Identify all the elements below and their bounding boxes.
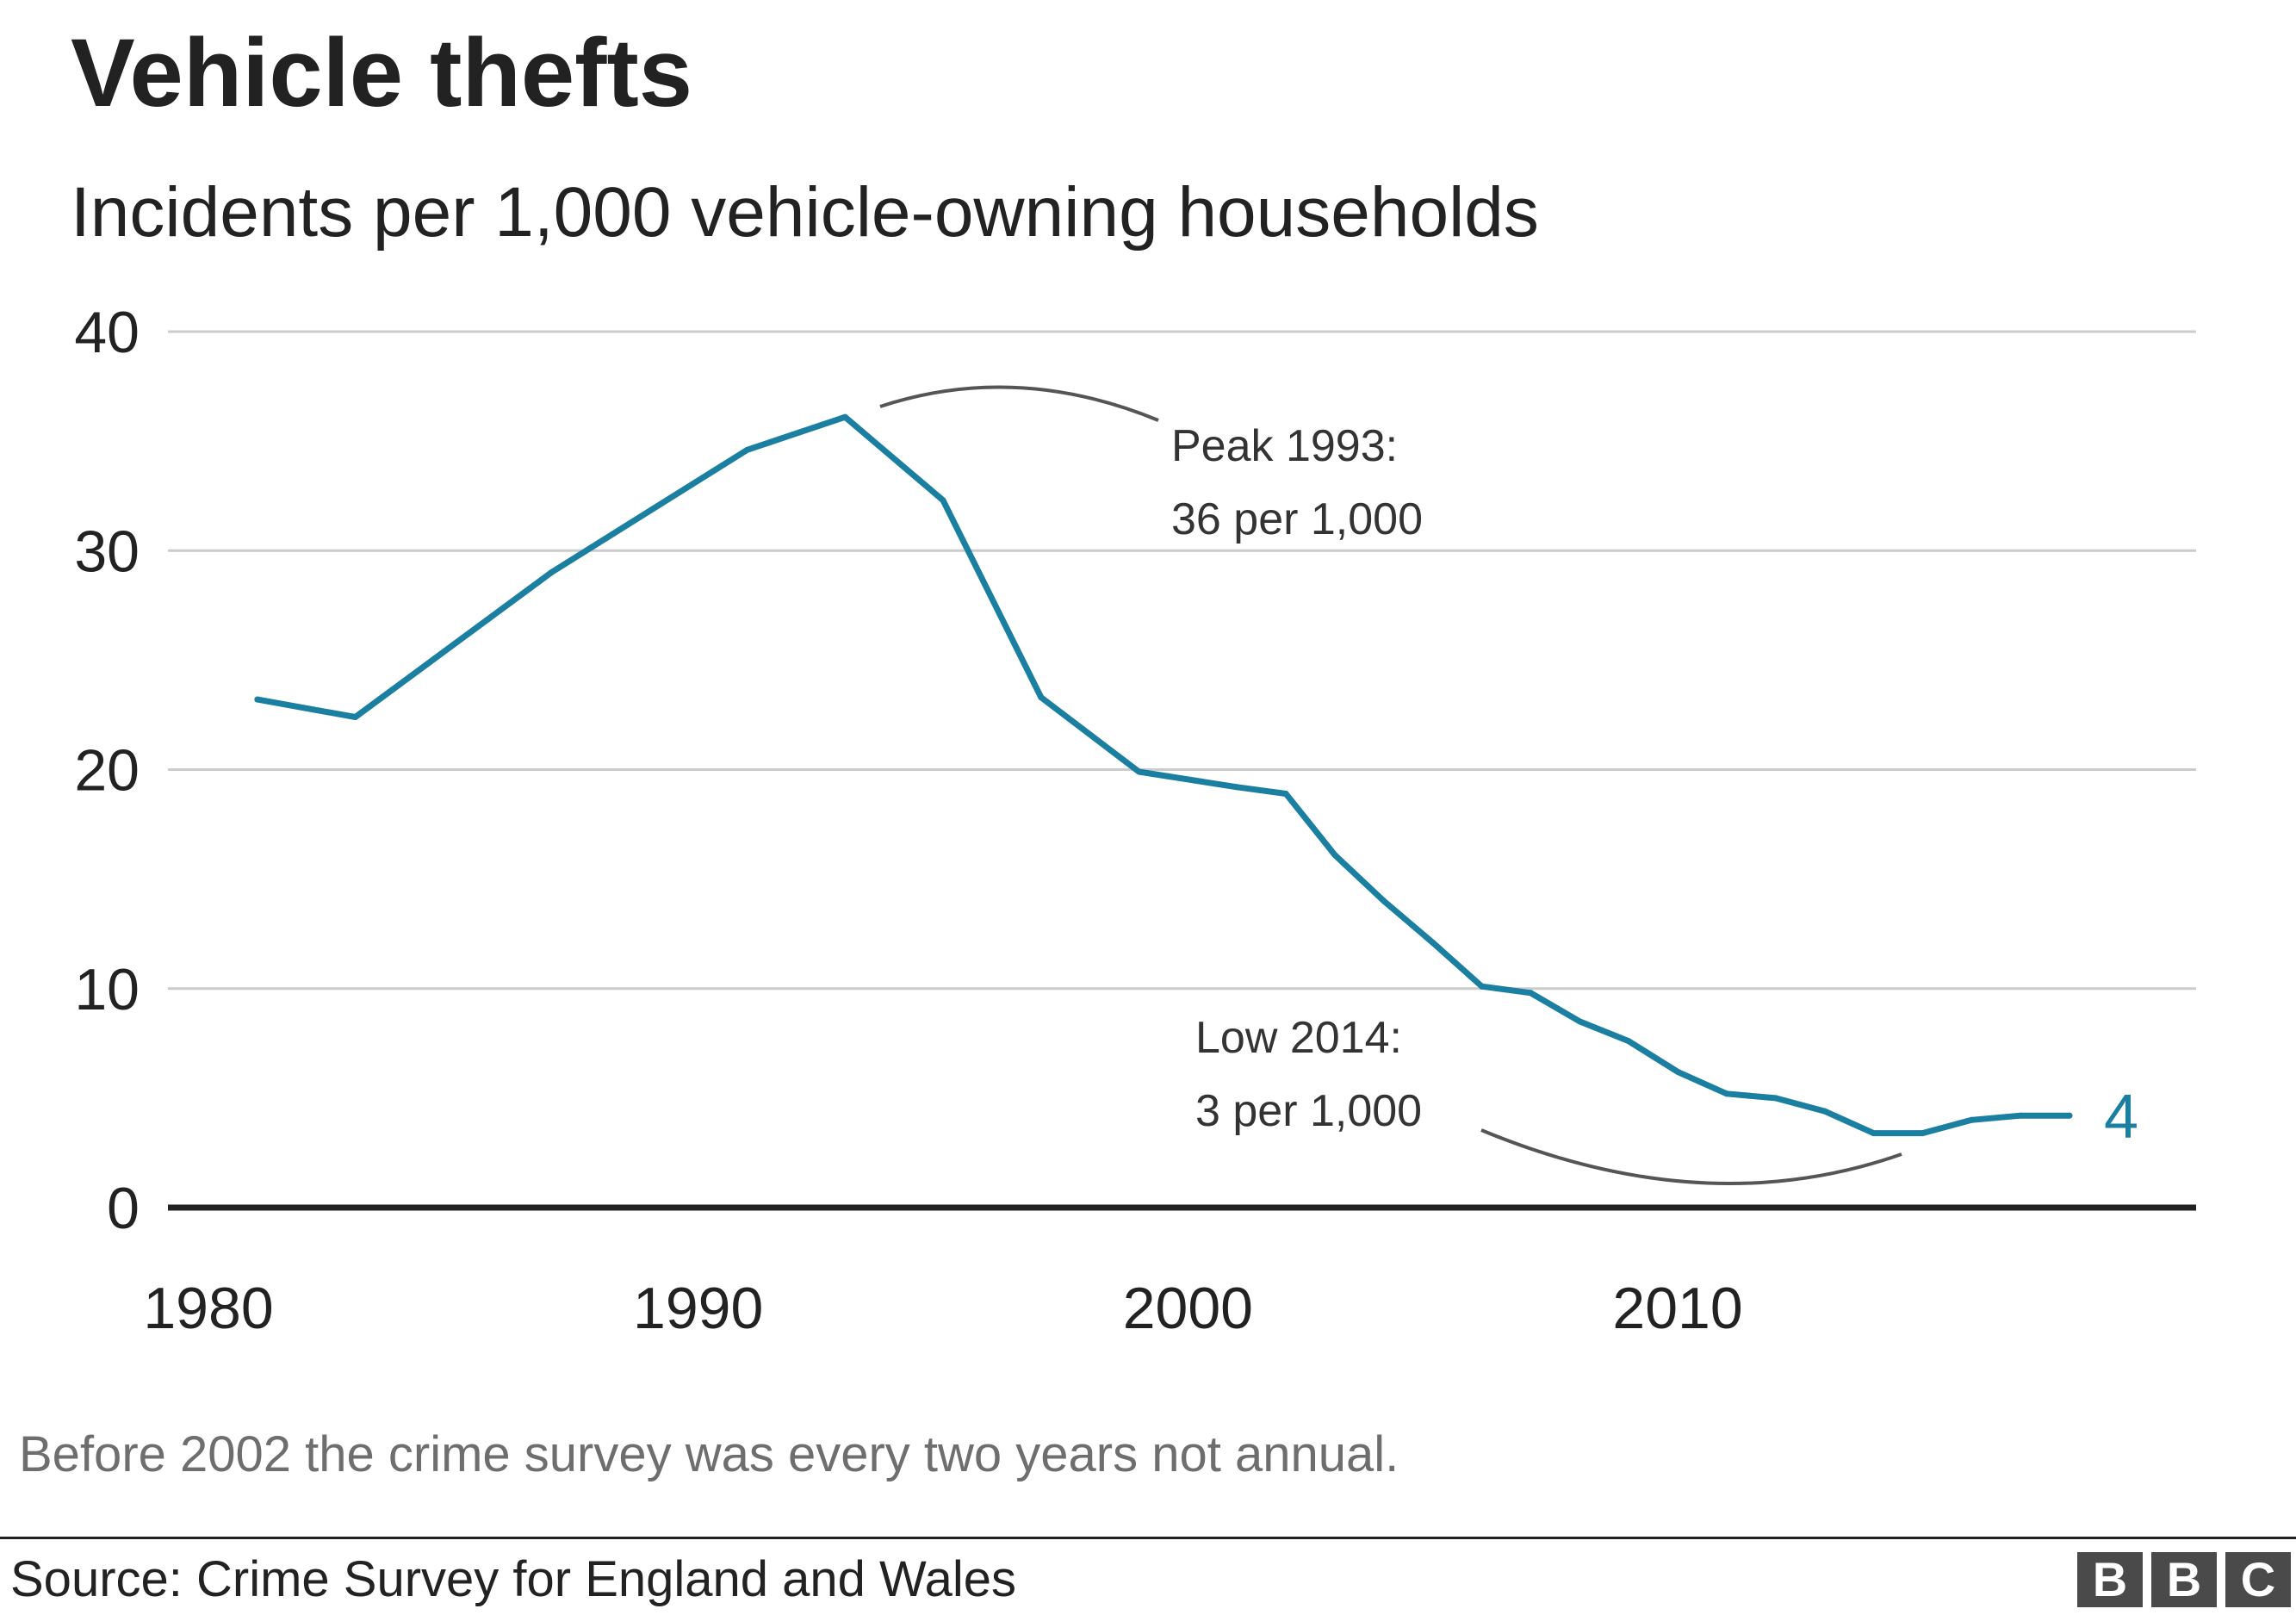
x-tick-label: 2010 bbox=[1612, 1276, 1742, 1341]
y-tick-label: 20 bbox=[74, 738, 140, 804]
source-note: Source: Crime Survey for England and Wal… bbox=[10, 1551, 1017, 1607]
low-annotation-line1: Low 2014: bbox=[1195, 1013, 1402, 1063]
data-points bbox=[254, 413, 2073, 1137]
x-tick-label: 2000 bbox=[1123, 1276, 1253, 1341]
data-point bbox=[1821, 1108, 1828, 1115]
gridlines bbox=[168, 330, 2196, 991]
peak-annotation-line1: Peak 1993: bbox=[1171, 421, 1398, 471]
line-chart: 0 10 20 30 40 1980 1990 2000 2010 Peak 1993: 36… bbox=[74, 300, 2196, 1341]
annotations: Peak 1993: 36 per 1,000 Low 2014: 3 per … bbox=[879, 385, 1902, 1186]
data-point bbox=[1136, 768, 1142, 775]
y-axis-ticks: 0 10 20 30 40 bbox=[74, 300, 140, 1241]
data-point bbox=[1527, 990, 1534, 997]
low-annotation-line2: 3 per 1,000 bbox=[1195, 1086, 1422, 1136]
y-tick-label: 10 bbox=[74, 957, 140, 1022]
logo-letter: C bbox=[2225, 1552, 2291, 1607]
footer-divider bbox=[0, 1537, 2296, 1539]
x-axis-ticks: 1980 1990 2000 2010 bbox=[143, 1276, 1742, 1341]
data-point bbox=[1381, 898, 1387, 904]
data-point bbox=[1038, 694, 1045, 701]
data-point bbox=[940, 497, 946, 504]
peak-annotation-connector bbox=[879, 385, 1159, 422]
data-point bbox=[1233, 784, 1240, 791]
x-tick-label: 1980 bbox=[143, 1276, 273, 1341]
data-point bbox=[744, 446, 751, 453]
series-line-vehicle-thefts bbox=[254, 413, 2073, 1137]
data-point bbox=[1625, 1038, 1632, 1045]
end-value-label: 4 bbox=[2104, 1083, 2138, 1152]
data-point bbox=[1576, 1018, 1583, 1025]
y-tick-label: 40 bbox=[74, 300, 140, 365]
data-point bbox=[1968, 1116, 1975, 1123]
logo-letter: B bbox=[2077, 1552, 2143, 1607]
data-point bbox=[1723, 1090, 1730, 1097]
y-tick-label: 0 bbox=[107, 1176, 140, 1241]
data-point bbox=[1331, 852, 1338, 859]
data-point bbox=[2066, 1112, 2073, 1119]
data-point bbox=[841, 413, 848, 420]
data-point bbox=[548, 569, 555, 576]
data-point bbox=[352, 714, 359, 720]
data-point bbox=[1871, 1130, 1877, 1137]
chart-subtitle: Incidents per 1,000 vehicle-owning house… bbox=[71, 173, 1539, 252]
data-point bbox=[1919, 1130, 1926, 1137]
data-point bbox=[1479, 983, 1486, 990]
bbc-logo: B B C bbox=[2077, 1552, 2291, 1607]
data-point bbox=[1772, 1095, 1779, 1102]
data-point bbox=[1282, 791, 1289, 797]
peak-annotation-line2: 36 per 1,000 bbox=[1171, 494, 1423, 544]
footnote: Before 2002 the crime survey was every t… bbox=[19, 1426, 1399, 1482]
data-point bbox=[1674, 1068, 1681, 1075]
data-point bbox=[1430, 939, 1437, 946]
y-tick-label: 30 bbox=[74, 519, 140, 584]
chart-title: Vehicle thefts bbox=[71, 19, 693, 127]
logo-letter: B bbox=[2151, 1552, 2217, 1607]
data-point bbox=[254, 696, 261, 703]
data-point bbox=[2017, 1112, 2024, 1119]
low-annotation-connector bbox=[1480, 1128, 1902, 1186]
x-tick-label: 1990 bbox=[633, 1276, 763, 1341]
